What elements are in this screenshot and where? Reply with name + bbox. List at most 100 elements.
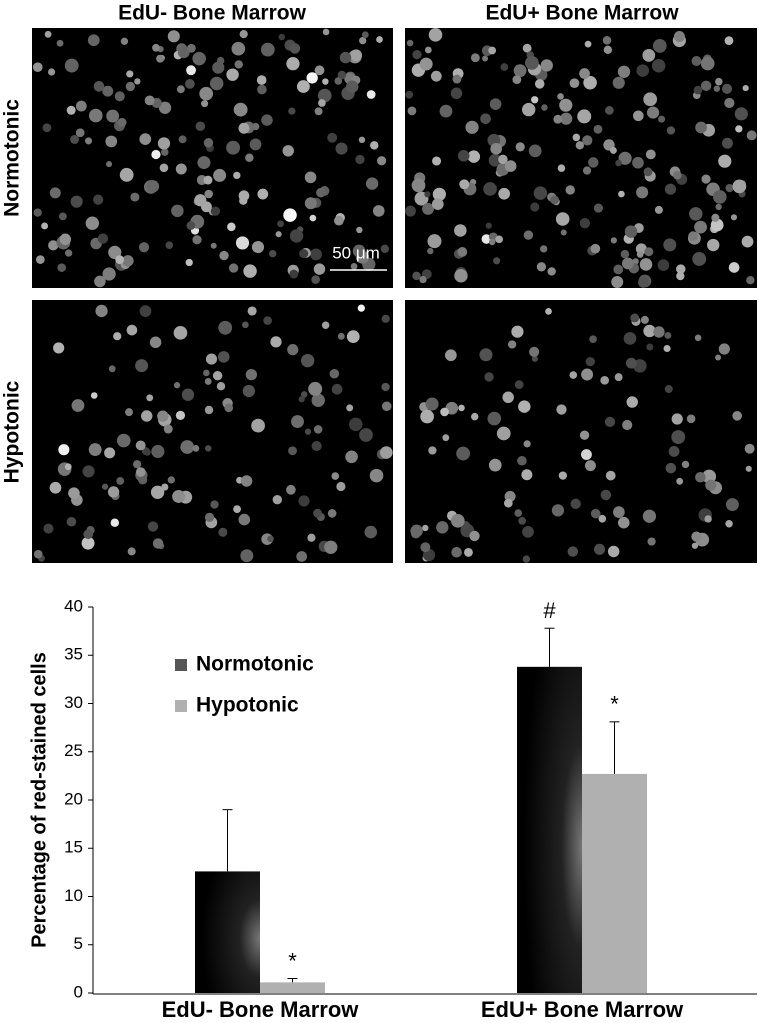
cell xyxy=(173,382,181,389)
cell xyxy=(365,177,379,190)
cell xyxy=(522,102,536,117)
cell xyxy=(673,30,685,42)
cell xyxy=(579,217,591,229)
cell xyxy=(192,51,206,66)
cell xyxy=(419,275,427,284)
scale-bar-label: 50 μm xyxy=(332,243,380,262)
cell xyxy=(324,540,338,554)
cell xyxy=(620,249,630,259)
cell xyxy=(243,264,257,278)
cell xyxy=(419,57,433,71)
cell xyxy=(172,489,186,503)
cell xyxy=(557,164,566,172)
cell xyxy=(228,263,239,273)
cell xyxy=(298,495,310,507)
cell xyxy=(594,543,606,555)
cell xyxy=(288,107,296,115)
cell xyxy=(318,99,326,107)
y-tick-label: 15 xyxy=(64,838,83,857)
cell xyxy=(175,410,186,420)
cell xyxy=(139,133,152,145)
cell xyxy=(381,382,390,392)
cell xyxy=(626,396,638,408)
cell xyxy=(646,343,654,351)
cell xyxy=(329,368,340,379)
cell xyxy=(102,267,116,281)
x-tick-label: EdU- Bone Marrow xyxy=(162,997,360,1022)
cell xyxy=(725,183,734,193)
cell xyxy=(275,231,282,238)
cell xyxy=(686,414,696,424)
legend-label: Hypotonic xyxy=(196,694,299,717)
cell xyxy=(498,154,508,165)
cell xyxy=(469,530,480,542)
cell xyxy=(531,355,538,362)
cell xyxy=(256,75,267,85)
cell xyxy=(482,55,489,62)
cell xyxy=(53,342,65,354)
cell xyxy=(149,336,162,349)
cell xyxy=(64,249,73,257)
cell xyxy=(615,159,622,167)
cell xyxy=(106,161,113,168)
cell xyxy=(32,62,43,73)
cell xyxy=(450,87,463,100)
cell xyxy=(108,365,116,373)
cell xyxy=(272,494,283,505)
cell xyxy=(350,262,358,270)
cell xyxy=(33,208,42,217)
cell xyxy=(210,206,221,216)
cell xyxy=(487,411,502,426)
cell xyxy=(268,249,277,258)
cell xyxy=(607,545,620,558)
cell xyxy=(64,463,72,471)
cell xyxy=(569,371,578,379)
cell xyxy=(147,521,159,532)
cell xyxy=(551,504,565,517)
cell xyxy=(197,156,211,170)
cell xyxy=(724,36,734,46)
y-tick-label: 10 xyxy=(64,886,83,905)
cell xyxy=(533,186,548,200)
cell xyxy=(598,514,607,523)
cell xyxy=(600,375,610,385)
cell xyxy=(186,65,196,76)
cell xyxy=(540,59,553,72)
cell xyxy=(722,83,733,94)
cell xyxy=(48,68,56,76)
cell xyxy=(59,233,71,245)
cell xyxy=(589,335,597,344)
cell xyxy=(356,226,363,234)
cell xyxy=(359,428,373,442)
cell xyxy=(178,135,187,144)
cell xyxy=(618,190,625,198)
cell xyxy=(467,150,481,163)
cell xyxy=(643,167,653,177)
cell xyxy=(152,538,164,549)
y-tick-label: 25 xyxy=(64,741,83,760)
cell xyxy=(489,98,502,110)
cell xyxy=(43,523,54,534)
cell xyxy=(117,117,127,127)
cell xyxy=(514,380,524,389)
cell xyxy=(529,346,540,357)
cell xyxy=(742,84,749,92)
cell xyxy=(146,180,160,193)
cell xyxy=(359,36,367,45)
column-title: EdU- Bone Marrow xyxy=(118,2,307,25)
cell xyxy=(490,142,503,155)
cell xyxy=(471,412,479,421)
cell xyxy=(138,475,148,485)
cell xyxy=(381,314,390,323)
cell xyxy=(431,198,444,210)
cell xyxy=(167,30,180,43)
cell xyxy=(283,208,297,222)
cell xyxy=(636,186,649,199)
cell xyxy=(322,78,329,85)
cell xyxy=(457,247,468,257)
cell xyxy=(210,242,217,249)
cell xyxy=(126,70,134,78)
cell xyxy=(705,479,717,491)
cell xyxy=(327,509,337,518)
cell xyxy=(570,498,581,510)
